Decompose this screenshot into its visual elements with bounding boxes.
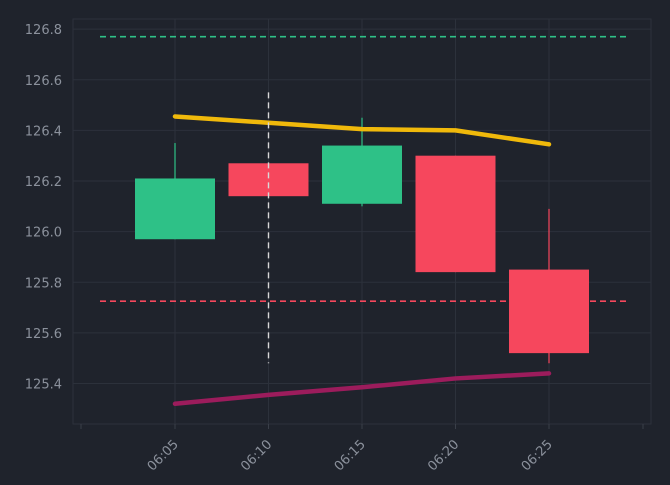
y-tick-label: 126.0 [25,226,62,241]
candles [135,117,589,364]
candle-body [228,163,309,197]
y-tick-label: 126.2 [25,175,62,190]
candle-body [415,155,496,273]
candle-up [322,117,402,207]
y-tick-label: 126.6 [25,74,62,89]
reference-lines [100,35,626,303]
y-tick-label: 125.4 [25,378,62,393]
y-tick-label: 125.6 [25,327,62,342]
y-tick-label: 126.4 [25,124,62,139]
y-axis-ticks: 125.4 125.6 125.8 126.0 126.2 126.4 126.6 126.8 [25,23,62,392]
candle-down [509,208,589,364]
candle-body [509,269,589,354]
candle-body [322,145,402,204]
upper-indicator-line [172,114,552,147]
y-tick-label: 126.8 [25,23,62,38]
candle-down [228,163,309,197]
candle-body [135,178,215,240]
candle-up [135,143,215,240]
indicator-lines [172,114,552,406]
candle-down [415,155,496,273]
lower-indicator-line [172,371,552,406]
y-tick-label: 125.8 [25,276,62,291]
